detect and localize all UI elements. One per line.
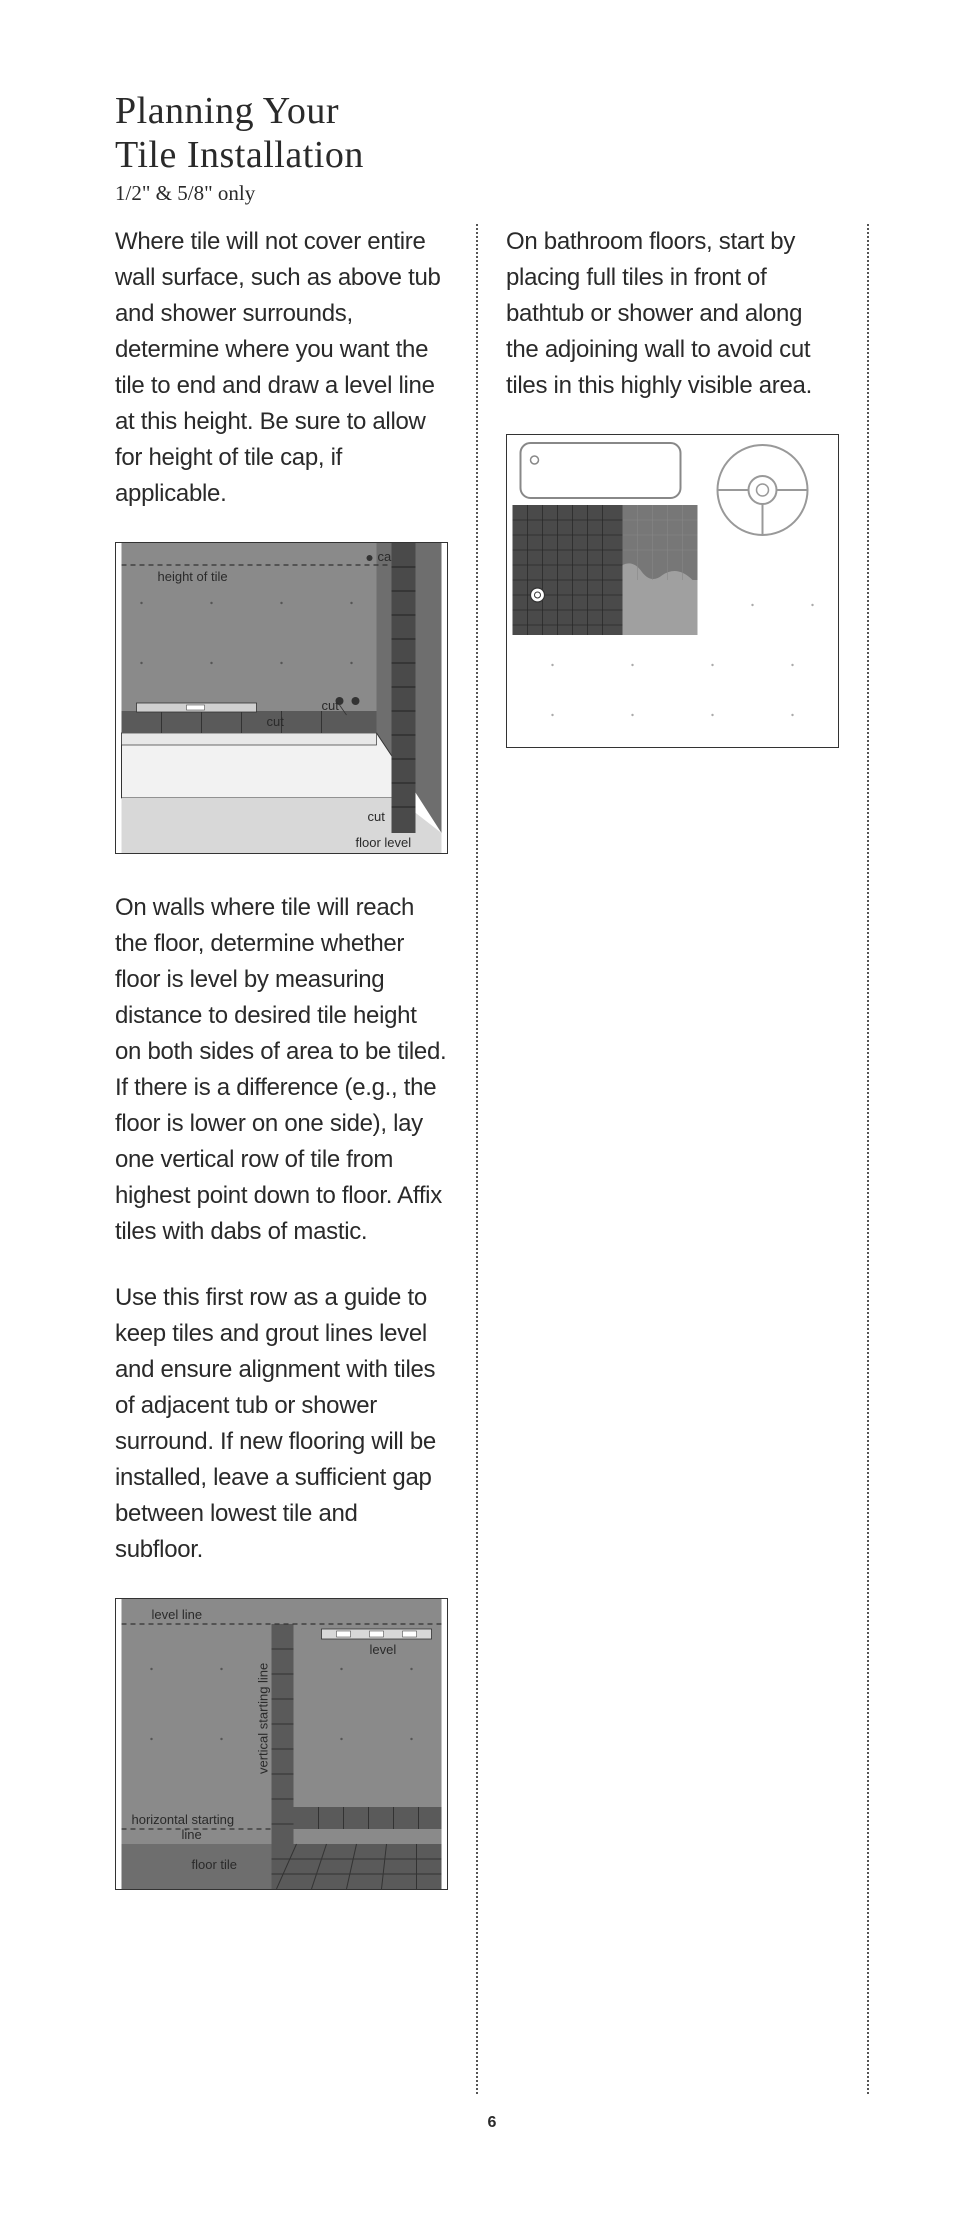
left-para-3: Use this first row as a guide to keep ti… bbox=[115, 1280, 448, 1568]
fig1-label-cut3: cut bbox=[368, 809, 386, 824]
page-subtitle: 1/2" & 5/8" only bbox=[115, 181, 869, 206]
page-number: 6 bbox=[115, 2114, 869, 2132]
title-line-2: Tile Installation bbox=[115, 134, 364, 176]
fig2-label-level: level bbox=[370, 1642, 397, 1657]
title-line-1: Planning Your bbox=[115, 90, 339, 132]
fig1-label-floor: floor level bbox=[356, 835, 412, 850]
left-column: Where tile will not cover entire wall su… bbox=[115, 224, 478, 2094]
page-title: Planning Your Tile Installation bbox=[115, 90, 869, 177]
figure-tub-tile: cap height of tile bbox=[115, 542, 448, 854]
fig1-label-cut2: cut bbox=[322, 698, 340, 713]
figure-starting-lines: level line level vertical starting line … bbox=[115, 1598, 448, 1890]
fig2-label-level-line: level line bbox=[152, 1607, 203, 1622]
fig1-label-height: height of tile bbox=[158, 569, 228, 584]
fig2-label-vertical: vertical starting line bbox=[256, 1663, 271, 1774]
figure-bathroom-floorplan bbox=[506, 434, 839, 748]
right-column: On bathroom floors, start by placing ful… bbox=[478, 224, 869, 2094]
fig2-label-line: line bbox=[182, 1827, 202, 1842]
fig2-label-floortile: floor tile bbox=[192, 1857, 238, 1872]
left-para-2: On walls where tile will reach the floor… bbox=[115, 890, 448, 1250]
page-header: Planning Your Tile Installation 1/2" & 5… bbox=[115, 90, 869, 206]
fig2-label-hstart: horizontal starting bbox=[132, 1812, 235, 1827]
right-para-1: On bathroom floors, start by placing ful… bbox=[506, 224, 839, 404]
left-para-1: Where tile will not cover entire wall su… bbox=[115, 224, 448, 512]
fig1-label-cut1: cut bbox=[267, 714, 285, 729]
